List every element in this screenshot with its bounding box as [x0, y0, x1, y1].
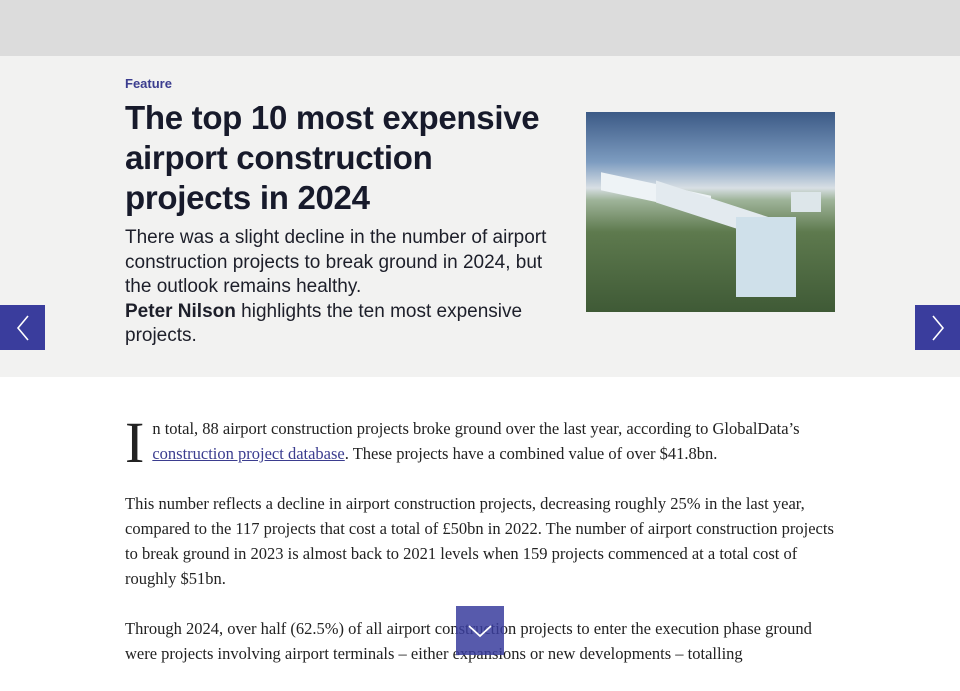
page-title: The top 10 most expensive airport constr…: [125, 99, 540, 216]
scroll-down-button[interactable]: [456, 606, 504, 655]
next-article-button[interactable]: [915, 305, 960, 350]
drop-cap: I: [125, 410, 145, 475]
hero-section: Feature The top 10 most expensive airpor…: [0, 56, 960, 377]
construction-database-link[interactable]: construction project database: [152, 444, 345, 463]
standfirst: There was a slight decline in the number…: [125, 226, 565, 349]
hero-image: [586, 112, 835, 312]
chevron-left-icon: [16, 314, 29, 341]
standfirst-tail: highlights the ten most expensive projec…: [125, 300, 523, 347]
paragraph-text: n total, 88 airport construction project…: [152, 419, 800, 438]
article-kicker[interactable]: Feature: [125, 76, 172, 91]
top-bar: [0, 0, 960, 56]
previous-article-button[interactable]: [0, 305, 45, 350]
paragraph-text: . These projects have a combined value o…: [344, 444, 718, 463]
paragraph: This number reflects a decline in airpor…: [125, 494, 834, 588]
chevron-down-icon: [468, 624, 492, 637]
chevron-right-icon: [931, 314, 944, 341]
author-name[interactable]: Peter Nilson: [125, 300, 236, 322]
standfirst-text: There was a slight decline in the number…: [125, 227, 547, 297]
